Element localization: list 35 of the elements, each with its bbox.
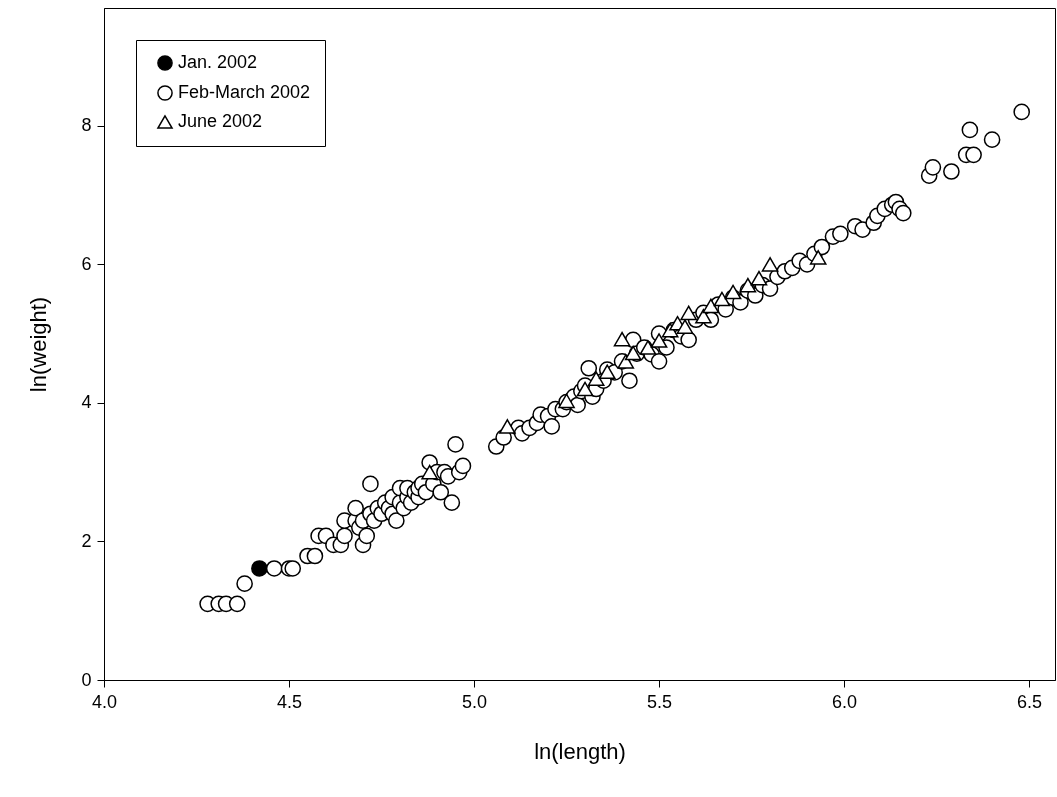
point — [739, 277, 757, 293]
point — [650, 333, 668, 348]
y-tick-label: 8 — [81, 115, 92, 136]
point — [702, 298, 720, 314]
point — [695, 308, 712, 324]
legend-label: Feb-March 2002 — [178, 82, 311, 102]
point — [587, 371, 605, 386]
point — [576, 381, 594, 397]
y-tick-label: 2 — [81, 530, 92, 551]
point — [624, 345, 642, 361]
y-tick-label: 4 — [81, 392, 92, 413]
legend-label: June 2002 — [178, 111, 263, 131]
point — [680, 305, 697, 321]
point — [809, 250, 827, 265]
y-axis-title: ln(weight) — [26, 296, 52, 393]
x-tick-label: 5.5 — [647, 691, 673, 712]
x-tick-label: 6.0 — [832, 691, 858, 712]
y-tick-label: 6 — [81, 253, 92, 274]
y-tick-label: 0 — [81, 669, 92, 690]
point — [713, 291, 731, 307]
x-tick-label: 4.5 — [277, 691, 303, 712]
point — [251, 560, 268, 577]
legend-label: Jan. 2002 — [178, 52, 258, 72]
point — [421, 464, 438, 480]
point — [639, 340, 657, 355]
x-tick-label: 5.0 — [462, 691, 488, 712]
x-tick-label: 4.0 — [91, 691, 118, 712]
x-tick-label: 6.5 — [1017, 691, 1043, 712]
x-axis-title: ln(length) — [534, 738, 626, 764]
point — [676, 319, 694, 334]
point — [613, 331, 631, 347]
point — [724, 284, 742, 300]
point — [761, 257, 779, 272]
point — [750, 270, 768, 286]
point — [499, 419, 516, 434]
